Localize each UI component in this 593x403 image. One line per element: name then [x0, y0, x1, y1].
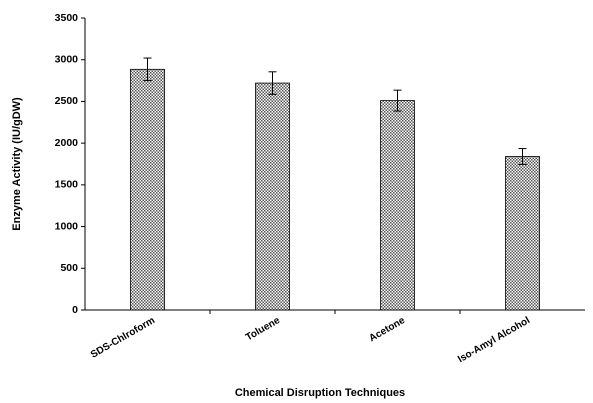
- y-axis-title: Enzyme Activity (IU/gDW): [11, 97, 23, 231]
- y-tick-label: 2000: [55, 137, 79, 149]
- error-bar: [268, 71, 277, 95]
- error-bar: [143, 57, 152, 82]
- bar: [255, 82, 290, 311]
- y-tick-label: 1500: [55, 179, 79, 191]
- x-tick-label: Toluene: [244, 315, 282, 344]
- bar: [380, 100, 415, 311]
- y-tick-label: 1000: [55, 220, 79, 232]
- y-tick-label: 0: [72, 304, 78, 316]
- x-axis-title: Chemical Disruption Techniques: [235, 387, 405, 399]
- bar: [130, 68, 165, 311]
- x-tick-label: Iso-Amyl Alcohol: [456, 315, 532, 365]
- y-tick-label: 3500: [55, 12, 79, 24]
- x-tick-label: Acetone: [367, 315, 407, 344]
- y-tick-label: 3000: [55, 53, 79, 65]
- error-bar: [393, 89, 402, 112]
- error-bar: [518, 148, 527, 165]
- x-tick-label: SDS-Chlroform: [89, 315, 157, 361]
- bar: [505, 156, 540, 311]
- y-tick-label: 500: [60, 262, 78, 274]
- y-tick-label: 2500: [55, 95, 79, 107]
